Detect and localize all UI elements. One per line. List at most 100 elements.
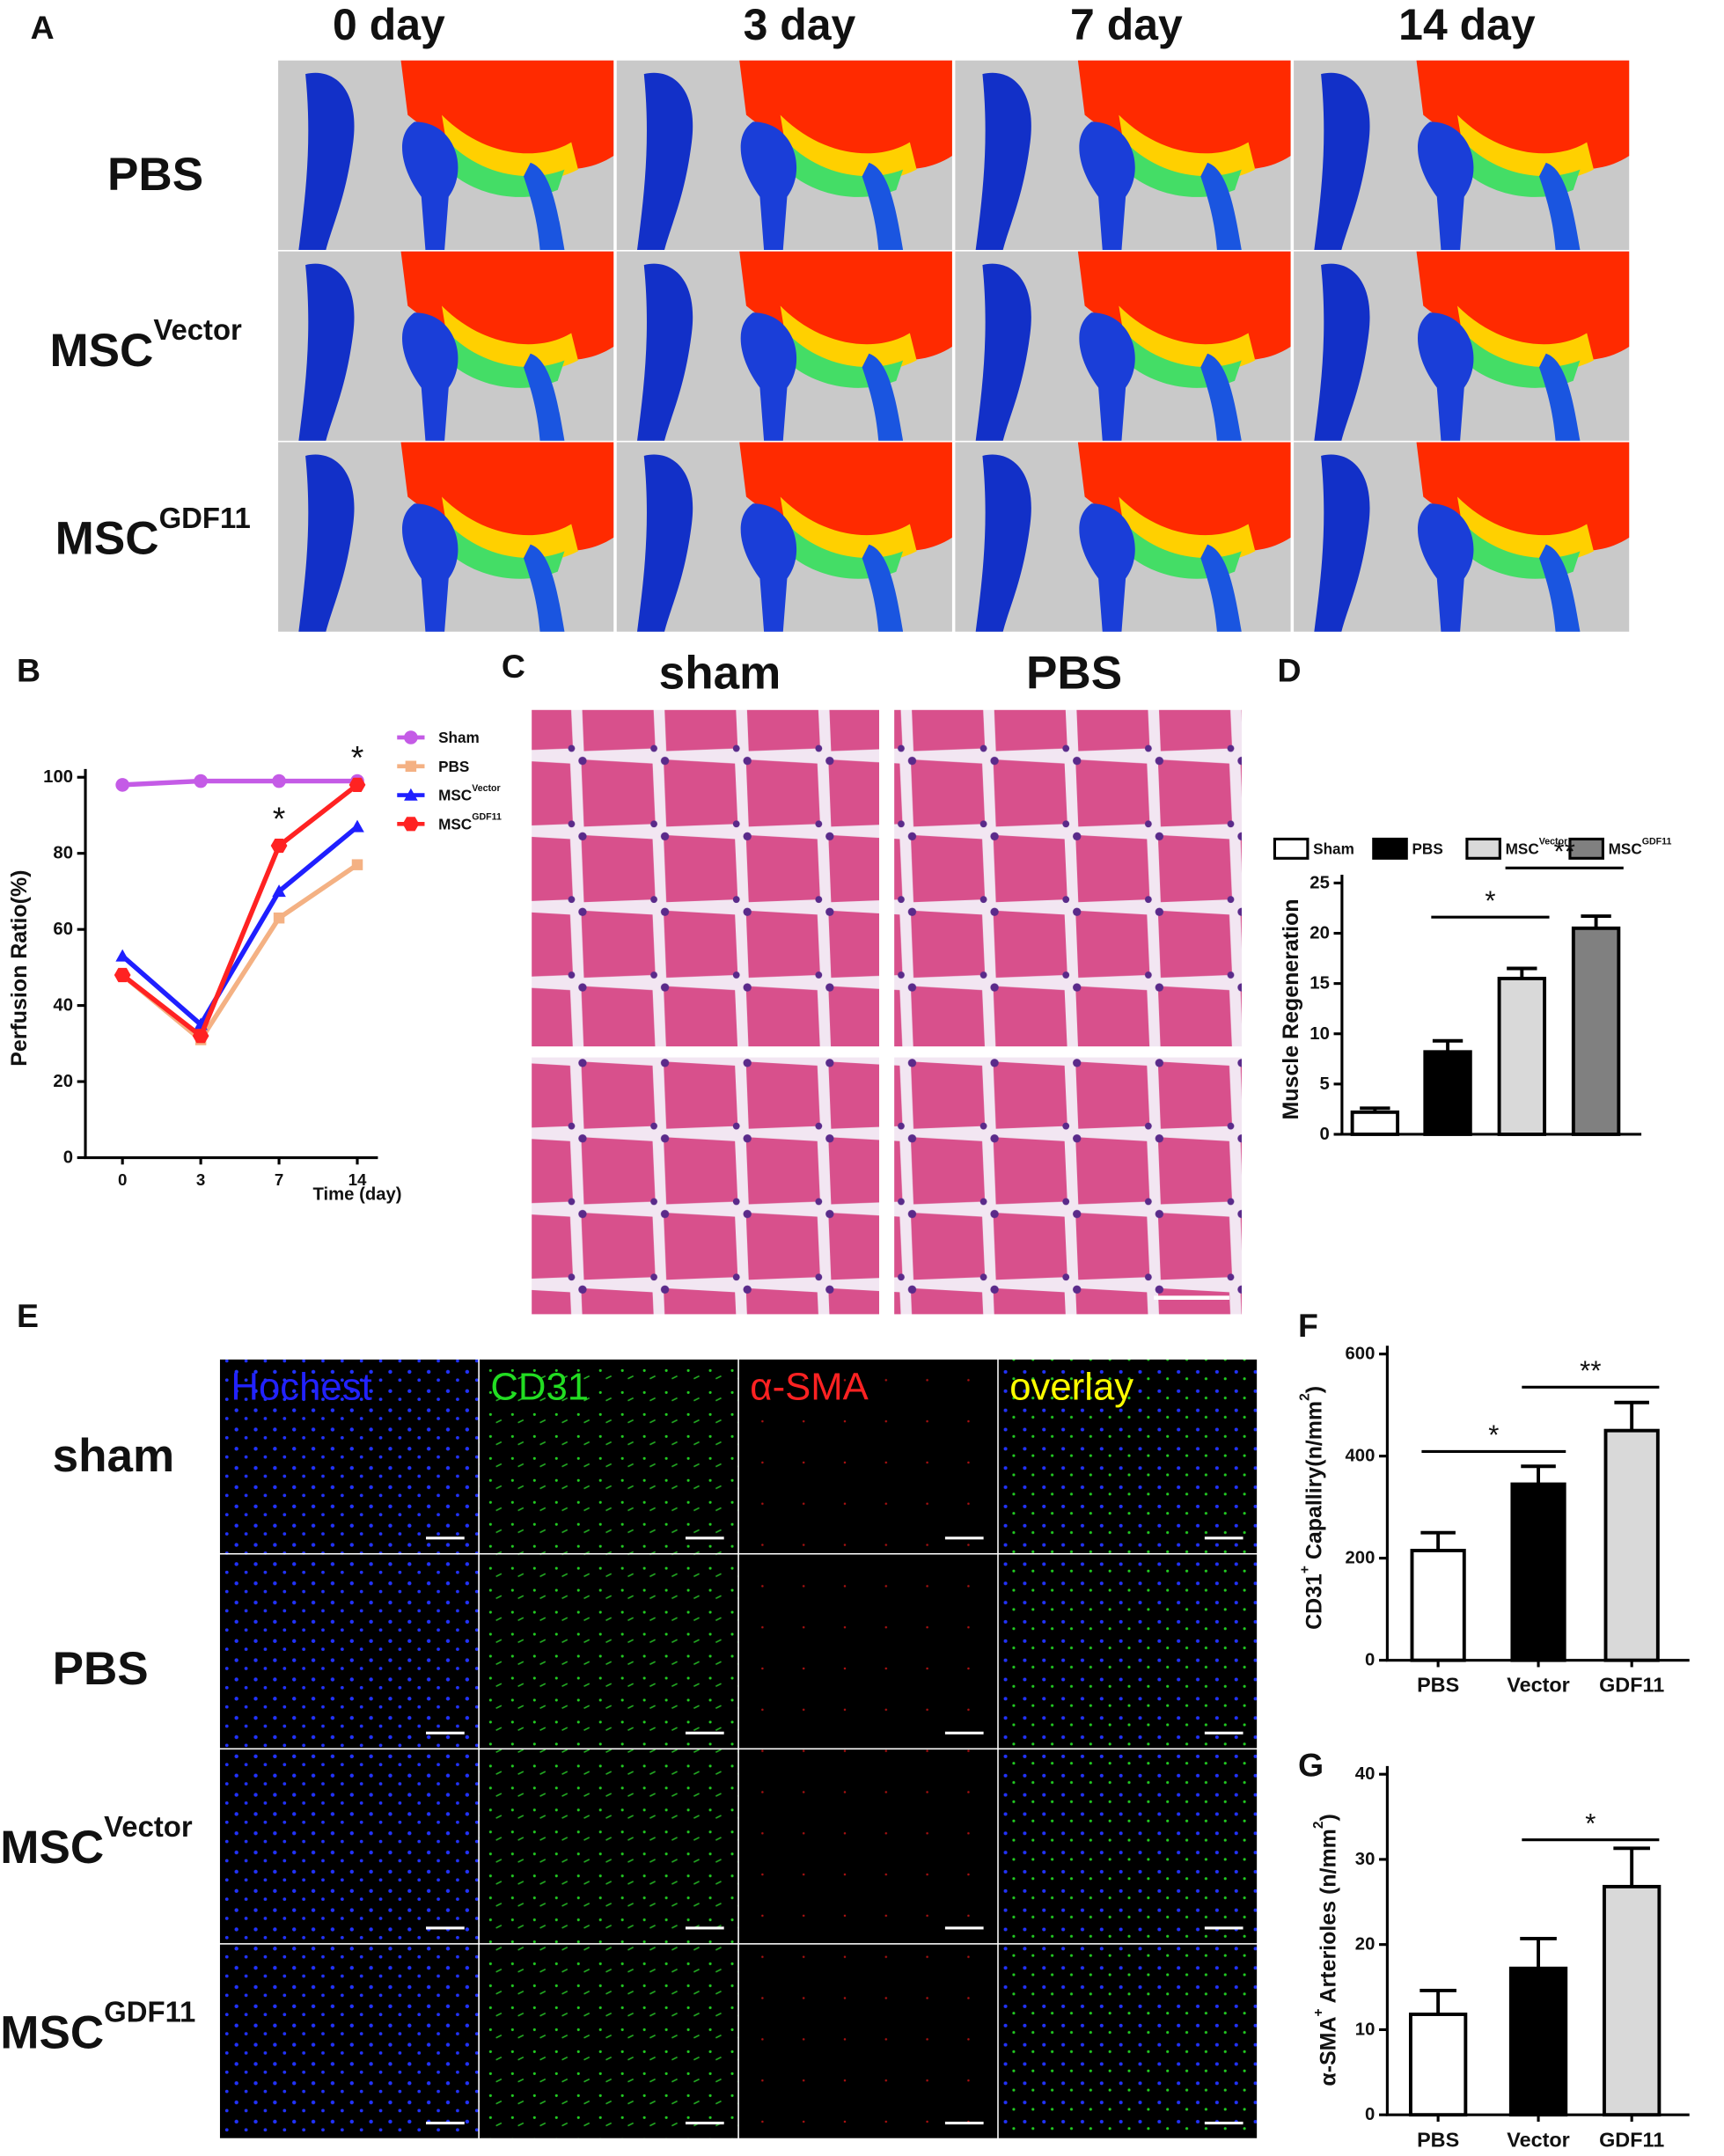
- fluorescence-image: [219, 1554, 479, 1749]
- y-tick-label: 200: [1346, 1549, 1376, 1568]
- marker: [351, 859, 363, 870]
- perfusion-image: [1294, 251, 1630, 441]
- row-label: MSCVector: [0, 1810, 193, 1874]
- marker: [115, 949, 129, 962]
- marker: [404, 788, 418, 801]
- significance-label: **: [1580, 1355, 1601, 1386]
- x-tick-label: GDF11: [1599, 1674, 1664, 1697]
- perfusion-image: [1294, 442, 1630, 632]
- text-run: MSC: [1506, 840, 1539, 857]
- marker: [405, 760, 417, 773]
- text-run: MSC: [55, 512, 159, 564]
- y-tick-label: 15: [1310, 974, 1330, 994]
- row-label: MSCGDF11: [0, 1995, 195, 2058]
- legend-label: MSCGDF11: [438, 812, 502, 833]
- marker: [404, 730, 418, 744]
- y-tick-label: 100: [43, 767, 73, 787]
- x-tick-label: 14: [348, 1170, 367, 1189]
- y-tick-label: 40: [53, 996, 73, 1016]
- marker: [192, 1029, 209, 1044]
- marker: [273, 912, 285, 924]
- legend-label: Sham: [438, 729, 480, 746]
- fluorescence-image: [738, 1749, 998, 1944]
- marker: [194, 774, 208, 788]
- channel-label: α-SMA: [750, 1366, 869, 1409]
- text-run: Arterioles (n/mm: [1316, 1829, 1340, 2008]
- text-run: GDF11: [104, 1995, 195, 2028]
- y-tick-label: 20: [1355, 1935, 1376, 1954]
- fluorescence-image: [219, 1944, 479, 2138]
- histology-image: [894, 1057, 1242, 1315]
- text-run: 2: [1297, 1393, 1312, 1401]
- bar: [1603, 1884, 1662, 2117]
- text-run: MSC: [49, 324, 153, 376]
- y-tick-label: 5: [1320, 1074, 1330, 1094]
- y-tick-label: 25: [1310, 873, 1330, 892]
- y-tick-label: 0: [1365, 1651, 1375, 1670]
- perfusion-image: [955, 442, 1291, 632]
- row-label: sham: [53, 1430, 175, 1482]
- text-run: Sham: [1313, 840, 1354, 857]
- significance-label: *: [1488, 1419, 1499, 1450]
- perfusion-image: [616, 251, 952, 441]
- fluorescence-image: [738, 1554, 998, 1749]
- row-label: MSCGDF11: [55, 501, 251, 564]
- significance-label: *: [273, 800, 286, 837]
- channel-label: overlay: [1009, 1366, 1133, 1409]
- y-tick-label: 0: [1365, 2105, 1375, 2124]
- y-axis-label: CD31+ Capalliry(n/mm2): [1297, 1386, 1327, 1630]
- text-run: Capalliry(n/mm: [1302, 1401, 1327, 1566]
- perfusion-image: [616, 442, 952, 632]
- text-run: Vector: [1539, 837, 1567, 847]
- x-tick-label: 3: [196, 1170, 205, 1189]
- panel-label: B: [17, 652, 40, 689]
- legend-swatch: [1465, 837, 1501, 860]
- perfusion-image: [278, 251, 614, 441]
- y-tick-label: 10: [1310, 1024, 1330, 1044]
- text-run: PBS: [1412, 840, 1442, 857]
- row-label: PBS: [53, 1643, 149, 1695]
- panel-label: A: [31, 9, 55, 46]
- panel-label: F: [1298, 1307, 1318, 1344]
- fluorescence-image: [998, 1554, 1258, 1749]
- bar: [1423, 1050, 1472, 1136]
- bar: [1410, 1549, 1466, 1662]
- legend-swatch: [1568, 837, 1604, 860]
- text-run: ): [1302, 1386, 1327, 1393]
- legend-swatch: [1273, 837, 1310, 860]
- text-run: 2: [1311, 1822, 1326, 1830]
- text-run: CD31: [1302, 1573, 1327, 1630]
- perfusion-image: [955, 251, 1291, 441]
- histology-image: [532, 709, 880, 1047]
- series-line: [121, 782, 359, 1040]
- fluorescence-image: [998, 1749, 1258, 1944]
- legend-label: MSCGDF11: [1609, 837, 1672, 858]
- series-line: [121, 825, 359, 1029]
- fluorescence-image: [479, 1554, 738, 1749]
- legend-swatch: [1372, 837, 1408, 860]
- series-line: [122, 778, 358, 788]
- legend-label: Sham: [1313, 840, 1354, 857]
- text-run: MSC: [1609, 840, 1642, 857]
- channel-label: Hochest: [231, 1366, 371, 1409]
- text-run: +: [1311, 2008, 1326, 2016]
- text-run: +: [1297, 1566, 1312, 1573]
- y-axis-label: α-SMA+ Arterioles (n/mm2): [1311, 1814, 1341, 2086]
- x-tick-label: Vector: [1507, 1674, 1570, 1697]
- series-line: [121, 862, 359, 1044]
- fluorescence-image: [998, 1359, 1258, 1553]
- significance-label: *: [1485, 885, 1495, 916]
- fluorescence-image: [219, 1359, 479, 1553]
- column-title: 14 day: [1398, 0, 1536, 49]
- fluorescence-image: [738, 1359, 998, 1553]
- text-run: MSC: [438, 787, 472, 804]
- significance-label: **: [1554, 836, 1575, 867]
- legend-label: PBS: [438, 758, 469, 775]
- y-tick-label: 30: [1355, 1850, 1376, 1869]
- x-tick-label: 0: [118, 1170, 127, 1189]
- bar: [1350, 1110, 1400, 1136]
- y-tick-label: 40: [1355, 1764, 1376, 1784]
- marker: [270, 838, 288, 854]
- x-tick-label: Vector: [1507, 2128, 1570, 2151]
- legend-label: PBS: [1412, 840, 1442, 857]
